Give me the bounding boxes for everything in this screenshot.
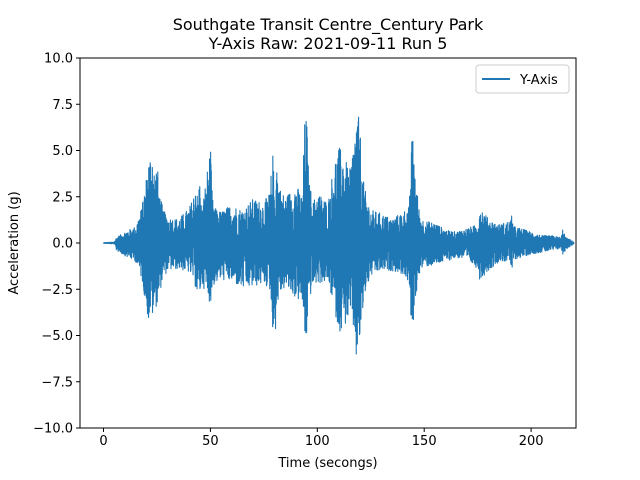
legend-box — [475, 64, 570, 94]
legend: Y-Axis — [475, 64, 570, 94]
chart-title-line2: Y-Axis Raw: 2021-09-11 Run 5 — [208, 34, 448, 53]
y-tick-label: −5.0 — [41, 329, 73, 344]
y-tick-label: 0.0 — [52, 237, 73, 252]
y-tick-label: −10.0 — [33, 422, 73, 437]
y-axis: −10.0 −7.5 −5.0 −2.5 0.0 2.5 5.0 7.5 10.0 — [33, 52, 80, 437]
x-tick-label: 200 — [519, 434, 544, 449]
y-tick-label: 2.5 — [52, 190, 73, 205]
y-tick-label: 10.0 — [44, 52, 73, 67]
y-axis-label: Acceleration (g) — [7, 191, 22, 294]
x-tick-label: 50 — [202, 434, 219, 449]
y-tick-label: 5.0 — [52, 144, 73, 159]
plot-area — [103, 116, 575, 355]
chart-title-line1: Southgate Transit Centre_Century Park — [173, 15, 484, 35]
x-tick-label: 0 — [99, 434, 107, 449]
y-tick-label: 7.5 — [52, 98, 73, 113]
x-axis-label: Time (secongs) — [277, 456, 377, 471]
x-tick-label: 150 — [412, 434, 437, 449]
x-axis: 0 50 100 150 200 — [99, 428, 544, 449]
x-tick-label: 100 — [305, 434, 330, 449]
series-line-y-axis — [103, 116, 575, 355]
y-tick-label: −2.5 — [41, 283, 73, 298]
legend-label: Y-Axis — [519, 73, 558, 88]
y-tick-label: −7.5 — [41, 375, 73, 390]
